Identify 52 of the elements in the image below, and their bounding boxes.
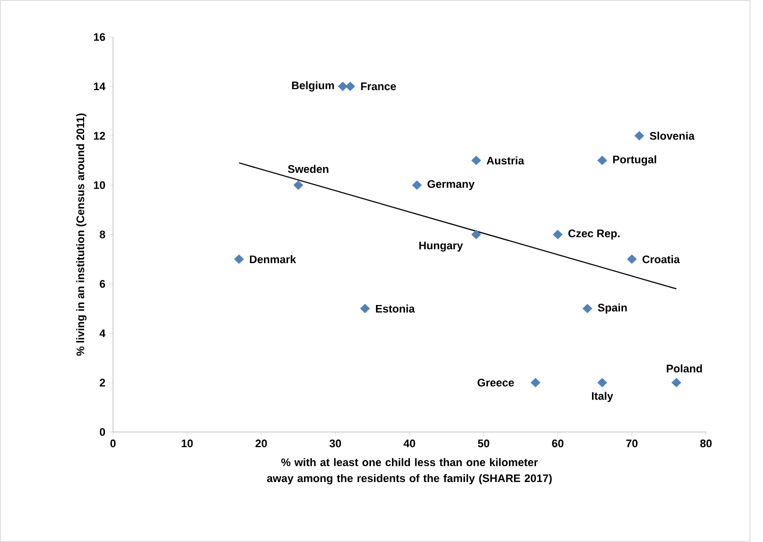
annotation: Slovenia — [650, 132, 695, 140]
annotation: Belgium — [292, 81, 334, 92]
x-tick-label: 60 — [552, 440, 564, 448]
x-axis-title: % with at least one child less than one kilometer away among the residents of the family (SHARE 2017) — [267, 458, 552, 484]
annotation: Germany — [428, 180, 475, 190]
point — [530, 378, 540, 388]
x-tick-label: 80 — [700, 440, 712, 448]
annotation: Portugal — [613, 155, 656, 166]
point — [471, 230, 482, 240]
x-tick-label: 20 — [256, 440, 267, 448]
y-tick-label: 10 — [94, 181, 106, 190]
y-tick-label: 12 — [94, 132, 106, 140]
point — [338, 82, 348, 92]
annotation: Czec Rep. — [568, 230, 620, 240]
annotation: Italy — [592, 392, 614, 402]
x-tick-label: 40 — [404, 440, 416, 448]
y-tick-label: 14 — [94, 82, 106, 90]
point — [671, 378, 682, 388]
point — [626, 254, 637, 264]
annotation: Greece — [478, 378, 514, 387]
annotation: Denmark — [250, 255, 296, 264]
point — [597, 156, 608, 166]
x-tick-label: 50 — [478, 440, 490, 448]
y-tick-label: 6 — [100, 280, 106, 288]
y-tick-label: 16 — [94, 33, 106, 41]
y-axis-title: % living in an institution (Census around 2011) — [76, 114, 86, 356]
x-tick-label: 10 — [182, 440, 193, 448]
y-tick-label: 8 — [100, 230, 106, 238]
annotation: Poland — [666, 364, 702, 372]
annotation: Croatia — [642, 255, 680, 264]
point — [471, 156, 482, 166]
x-tick-label: 70 — [626, 440, 638, 448]
point — [360, 304, 370, 314]
point — [345, 82, 356, 92]
annotation: Sweden — [288, 164, 328, 173]
point — [634, 131, 644, 140]
annotation: Hungary — [419, 242, 463, 252]
point — [234, 254, 244, 264]
x-tick-label: 30 — [330, 440, 342, 448]
y-tick-label: 0 — [100, 428, 106, 436]
annotation: Estonia — [376, 304, 415, 313]
x-tick-label: 0 — [110, 440, 116, 448]
point — [597, 378, 608, 388]
y-tick-label: 2 — [100, 378, 106, 386]
annotation: France — [361, 82, 396, 90]
point — [412, 180, 422, 190]
annotation: Spain — [598, 303, 627, 314]
point — [582, 304, 592, 314]
annotation: Austria — [486, 156, 524, 164]
point — [293, 180, 304, 190]
point — [552, 230, 563, 240]
y-tick-label: 4 — [100, 329, 106, 338]
